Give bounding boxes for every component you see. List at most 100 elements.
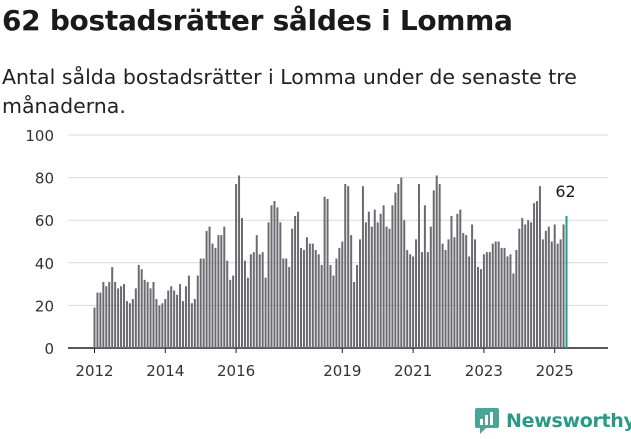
bar: [308, 243, 311, 348]
bar: [423, 205, 426, 348]
x-tick-label: 2012: [75, 362, 113, 380]
bar: [134, 288, 137, 348]
bar: [143, 279, 146, 348]
bar: [479, 269, 482, 348]
bar: [291, 228, 294, 348]
bar: [193, 299, 196, 348]
bar: [406, 250, 409, 348]
bar: [158, 305, 161, 348]
bar: [403, 220, 406, 348]
bar: [167, 290, 170, 348]
bar: [521, 218, 524, 348]
bar: [211, 243, 214, 348]
bar: [359, 239, 361, 348]
bar: [187, 275, 190, 348]
bar: [285, 258, 288, 348]
bar: [394, 192, 397, 348]
bar: [170, 286, 173, 348]
bar: [482, 254, 485, 348]
x-tick-label: 2014: [146, 362, 184, 380]
bar: [238, 175, 241, 348]
bar: [164, 299, 167, 348]
bar: [196, 275, 199, 348]
bar: [379, 213, 382, 348]
x-tick-label: 2021: [394, 362, 432, 380]
bar: [246, 277, 249, 348]
bar: [161, 303, 164, 348]
bar: [412, 256, 415, 348]
bar: [400, 177, 403, 348]
bar: [241, 218, 243, 348]
bar: [302, 250, 305, 348]
x-tick-label: 2019: [323, 362, 361, 380]
bar: [314, 250, 317, 348]
bar: [364, 222, 367, 348]
bar: [518, 228, 521, 348]
bar: [547, 226, 550, 348]
bar: [255, 235, 258, 348]
data-labels: 62: [555, 182, 575, 201]
last-value-label: 62: [555, 182, 575, 201]
bar: [220, 235, 223, 348]
newsworthy-brand: Newsworthy: [474, 406, 631, 436]
bar: [550, 241, 553, 348]
bar: [447, 239, 450, 348]
newsworthy-logo-icon: [475, 408, 499, 434]
bar: [450, 215, 453, 348]
bar: [536, 201, 538, 348]
bar: [114, 281, 117, 348]
bar: [444, 250, 447, 348]
bar: [488, 252, 491, 348]
bar: [332, 275, 335, 348]
bar: [105, 286, 108, 348]
bar: [199, 258, 202, 348]
y-tick-label: 80: [35, 170, 54, 188]
bar: [317, 254, 320, 348]
y-tick-label: 0: [44, 340, 54, 358]
bar: [409, 254, 412, 348]
bar: [152, 281, 155, 348]
bar: [261, 252, 264, 348]
bar: [506, 256, 509, 348]
bar: [96, 292, 99, 348]
bar: [376, 222, 379, 348]
bar: [232, 275, 235, 348]
bar: [305, 237, 308, 348]
bar: [267, 222, 270, 348]
bar: [252, 252, 255, 348]
bar: [391, 205, 394, 348]
bar: [453, 237, 456, 348]
bar: [140, 269, 143, 348]
bar: [120, 286, 123, 348]
bar: [512, 273, 515, 348]
bar: [311, 243, 314, 348]
bar: [270, 205, 273, 348]
bar-chart: 0 20 40 60 80 100 2012 2014 2016 2019 2021 2023 202…: [25, 127, 608, 380]
bar: [117, 288, 120, 348]
bar: [205, 230, 208, 348]
bar: [258, 254, 261, 348]
bar: [474, 239, 477, 348]
bar: [320, 264, 323, 348]
bar: [155, 299, 158, 348]
bar: [93, 307, 96, 348]
brand-name: Newsworthy: [506, 410, 631, 432]
bar: [426, 252, 429, 348]
bar: [370, 226, 373, 348]
bar: [420, 252, 423, 348]
bar: [553, 224, 556, 348]
bar: [353, 281, 356, 348]
bar: [418, 183, 420, 348]
bar: [243, 260, 246, 348]
bar: [123, 284, 125, 348]
bar: [468, 256, 471, 348]
bar: [235, 183, 238, 348]
bar: [388, 228, 391, 348]
y-tick-label: 100: [25, 127, 54, 145]
chart-title: 62 bostadsrätter såldes i Lomma: [2, 4, 513, 37]
bar: [373, 209, 376, 348]
bar: [217, 235, 220, 348]
bar: [500, 247, 503, 348]
bar: [538, 186, 541, 348]
bar: [223, 226, 226, 348]
